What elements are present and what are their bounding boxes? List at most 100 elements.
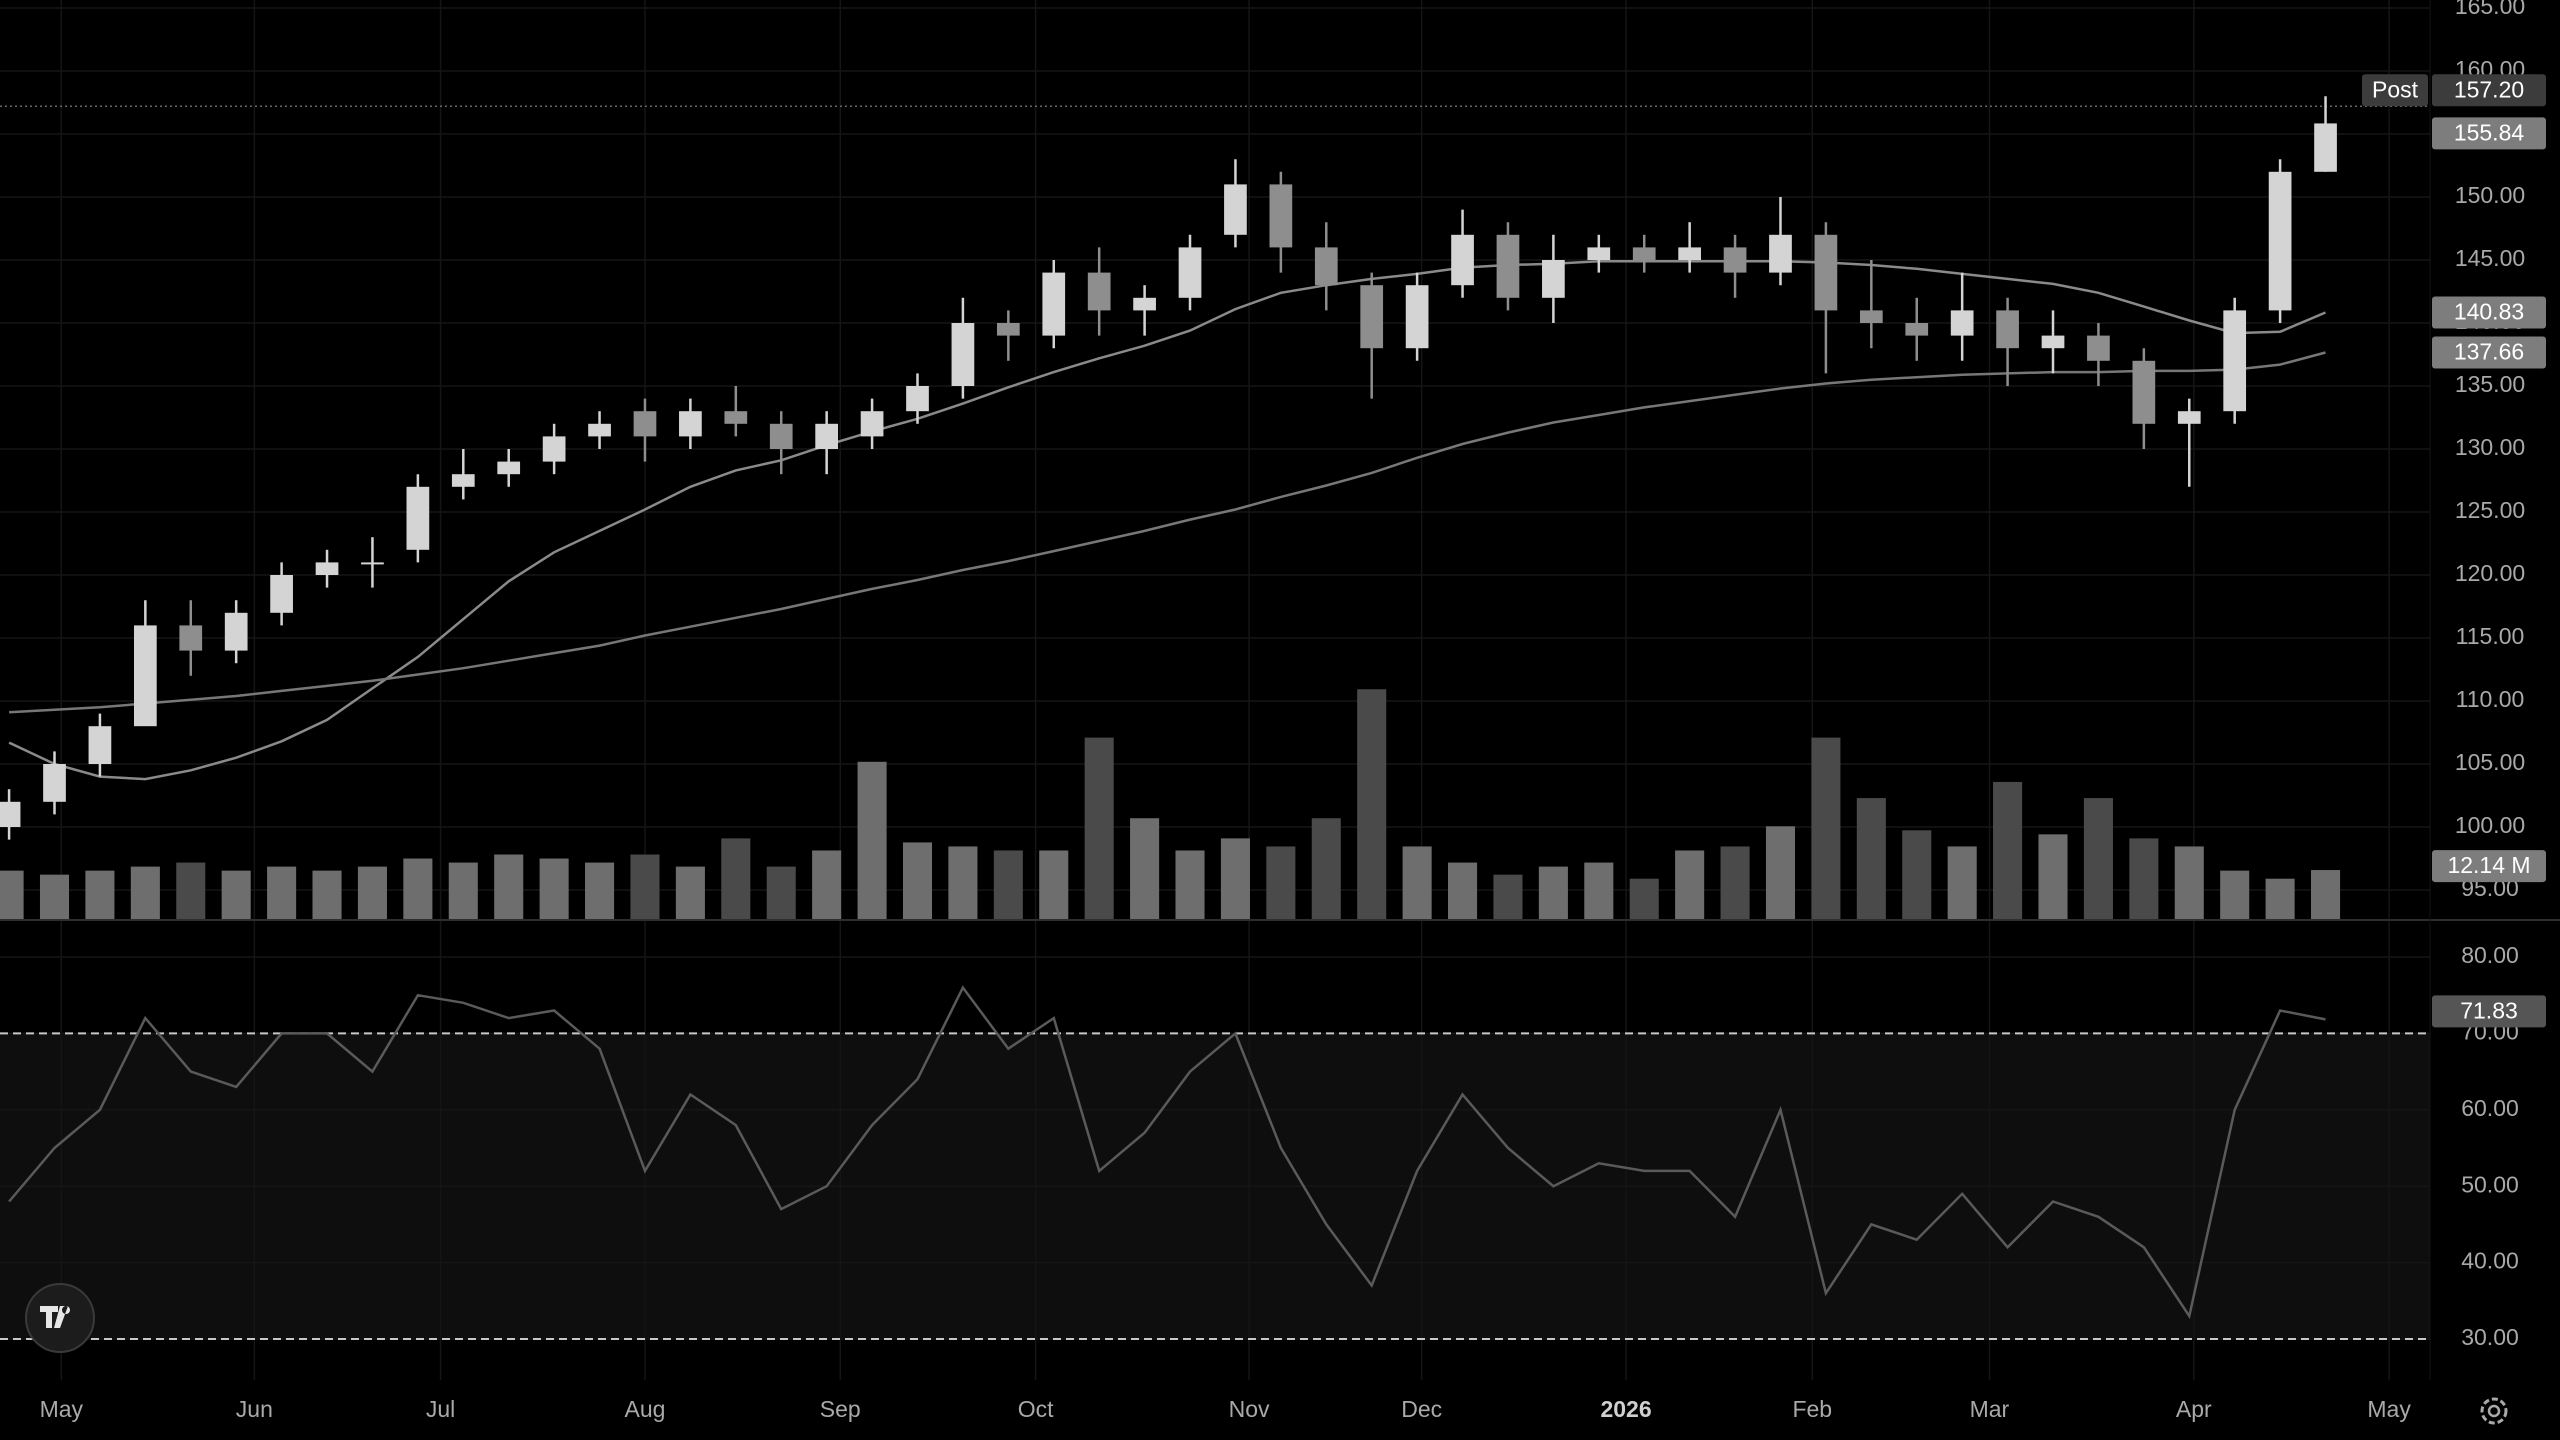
candle-body [43, 764, 66, 802]
candle-body [406, 486, 430, 550]
volume-bar [39, 874, 70, 919]
volume-bar [721, 838, 751, 919]
y-tick-label: 130.00 [2455, 434, 2525, 460]
volume-tag [2432, 850, 2546, 883]
volume-bar [1130, 818, 1160, 919]
tradingview-logo[interactable] [25, 1283, 95, 1353]
rsi-tick-label: 80.00 [2461, 942, 2519, 968]
candle-body [1542, 260, 1565, 298]
candle-body [679, 411, 702, 437]
candle-body [270, 575, 293, 613]
volume-bar [1811, 737, 1841, 919]
volume-bar [675, 866, 705, 919]
volume-bar [1039, 850, 1069, 919]
candle-body [497, 461, 521, 475]
rsi-tick-label: 30.00 [2461, 1324, 2519, 1350]
post-tag [2432, 74, 2546, 107]
candle-body [179, 625, 203, 651]
candle-body [1314, 247, 1338, 286]
volume-bar [2265, 878, 2295, 919]
settings-gear-center [2487, 1404, 2501, 1418]
volume-bar [448, 862, 478, 919]
x-tick-label: Mar [1970, 1396, 2010, 1422]
candle-body [1405, 285, 1429, 349]
volume-bar [1765, 826, 1796, 919]
volume-bar [2129, 838, 2159, 919]
volume-bar [1084, 737, 1114, 919]
y-tick-label: 145.00 [2455, 245, 2525, 271]
x-tick-label: May [2367, 1396, 2411, 1422]
rsi-tag-label: 71.83 [2460, 997, 2518, 1023]
post-tag-label: 157.20 [2454, 76, 2524, 102]
rsi-tick-label: 40.00 [2461, 1248, 2519, 1274]
volume-bar [221, 870, 251, 919]
volume-bar [1538, 866, 1568, 919]
volume-bar [2174, 846, 2204, 919]
rsi-line [8, 985, 2326, 1320]
candle-body [88, 726, 112, 764]
price-tag-label: 137.66 [2454, 339, 2524, 365]
volume-tag-label: 12.14 M [2447, 852, 2530, 878]
rsi-tag [2432, 995, 2546, 1028]
rsi-tick-label: 60.00 [2461, 1095, 2519, 1121]
volume-bar [1675, 850, 1705, 919]
candle-body [951, 323, 975, 386]
volume-bar [357, 866, 387, 919]
candle-body [542, 436, 566, 462]
volume-bar [85, 870, 115, 919]
logo-mark [40, 1306, 71, 1328]
candle-body [1950, 310, 1974, 336]
volume-bar [766, 866, 796, 919]
candle-body [996, 323, 1020, 336]
candle-body [1087, 272, 1111, 311]
candle-body [1769, 234, 1792, 273]
volume-bar [585, 862, 615, 919]
x-tick-label: Dec [1401, 1396, 1442, 1422]
volume-bar [0, 870, 24, 919]
candle-body [1224, 184, 1247, 235]
volume-bar [1720, 846, 1750, 919]
volume-bar [1266, 846, 1296, 919]
candle-body [361, 562, 384, 565]
volume-bar [1175, 850, 1205, 919]
candle-body [1996, 310, 2019, 349]
candle-body [2132, 360, 2156, 424]
candle-body [724, 411, 748, 424]
volume-bar [2038, 834, 2068, 919]
grid [0, 0, 2430, 1380]
y-tick-label: 150.00 [2455, 182, 2525, 208]
candle-body [224, 612, 248, 651]
candle-body [2314, 123, 2337, 172]
volume-bar [993, 850, 1023, 919]
axes: May Jun Jul Aug Sep Oct Nov Dec 2026 Feb Mar Apr May… [40, 0, 2546, 1422]
price-tag [2432, 336, 2546, 369]
candle-body [1587, 247, 1611, 260]
moving-average-line [8, 260, 2326, 781]
candle-body [1723, 247, 1747, 273]
volume-bar [812, 850, 842, 919]
candle-body [1632, 247, 1656, 260]
y-tick-label: 135.00 [2455, 371, 2525, 397]
candle-body [1451, 234, 1474, 286]
candle-body [1178, 247, 1202, 298]
plot-area [0, 96, 2430, 1320]
volume-bar [403, 858, 433, 919]
volume-bar [1448, 862, 1478, 919]
x-tick-label: May [40, 1396, 84, 1422]
y-tick-label: 100.00 [2455, 812, 2525, 838]
candle-body [1269, 184, 1293, 248]
volume-bar [1402, 846, 1432, 919]
rsi-tick-label: 50.00 [2461, 1171, 2519, 1197]
candle-body [1678, 247, 1701, 260]
candle-body [2268, 171, 2292, 311]
settings-button[interactable] [2480, 1397, 2508, 1425]
candle-body [860, 411, 884, 437]
volume-bar [130, 866, 160, 919]
settings-gear[interactable] [2480, 1397, 2508, 1425]
candle-body [1859, 310, 1883, 323]
candle-body [1360, 285, 1384, 349]
post-tag-title-bg [2362, 74, 2428, 107]
price-tag-label: 155.84 [2454, 119, 2525, 145]
x-tick-label: Aug [625, 1396, 666, 1422]
volume-bar [1902, 830, 1932, 919]
